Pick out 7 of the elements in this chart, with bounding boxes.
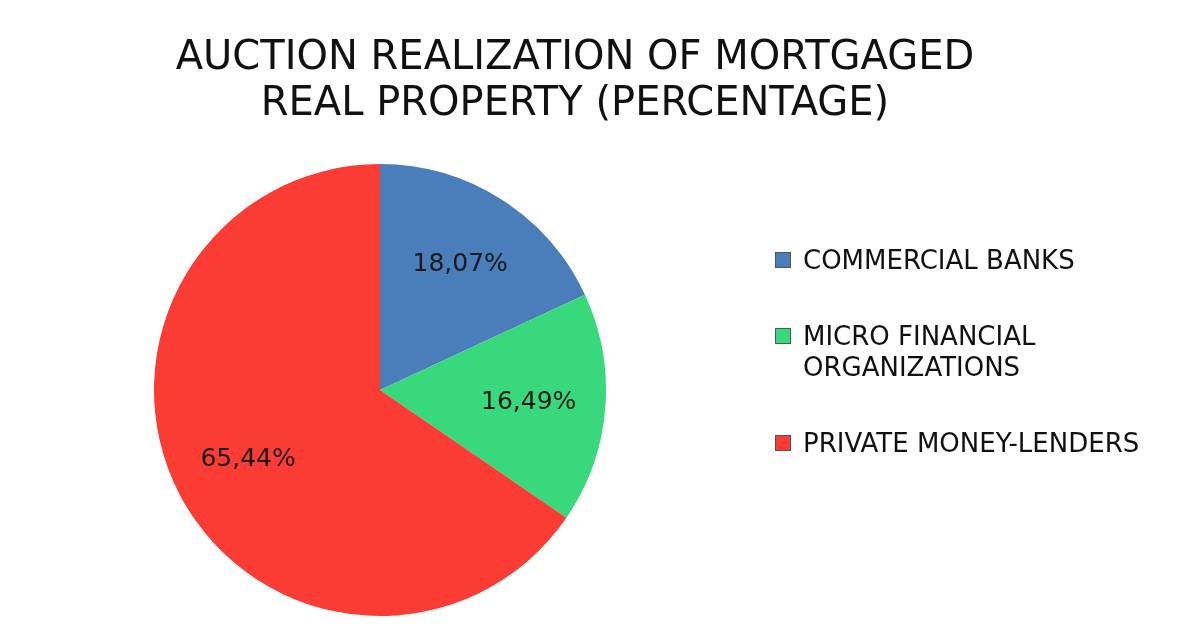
data-label: 18,07%	[412, 247, 508, 277]
data-label: 16,49%	[480, 385, 577, 415]
data-label: 65,44%	[200, 443, 296, 473]
legend-label: COMMERCIAL BANKS	[803, 245, 1075, 276]
legend-label: MICRO FINANCIAL ORGANIZATIONS	[803, 321, 1037, 383]
legend-label: PRIVATE MONEY-LENDERS	[803, 428, 1140, 459]
chart-title: AUCTION REALIZATION OF MORTGAGED REAL PROPERTY (PERCENTAGE)	[174, 32, 976, 124]
